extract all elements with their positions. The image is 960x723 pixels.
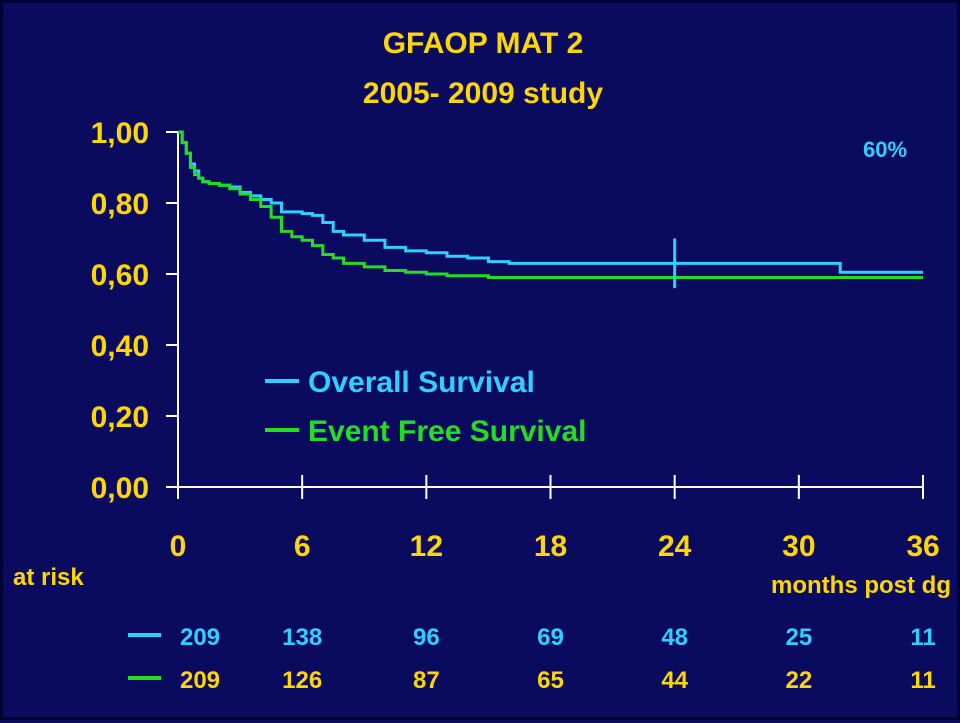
slide-title: GFAOP MAT 2 [382, 27, 584, 60]
x-tick-label: 36 [906, 530, 939, 563]
survival-chart: 0,00 0,20 0,40 0,60 0,80 1,00 0 6 12 18 24 30 36 60… [13, 117, 951, 694]
at-risk-value: 48 [661, 624, 688, 651]
x-tick-label: 30 [782, 530, 815, 563]
x-tick-label: 0 [170, 530, 187, 563]
at-risk-label: at risk [13, 564, 84, 591]
series-line-overall-survival [178, 130, 923, 274]
x-tick-label: 24 [658, 530, 692, 563]
at-risk-value: 138 [282, 624, 322, 651]
at-risk-value: 44 [661, 667, 688, 694]
x-tick-labels: 0 6 12 18 24 30 36 [170, 530, 940, 563]
legend-label-efs: Event Free Survival [308, 415, 586, 448]
at-risk-value: 96 [413, 624, 440, 651]
x-tick-label: 6 [294, 530, 311, 563]
at-risk-value: 65 [537, 667, 564, 694]
at-risk-value: 11 [910, 667, 935, 694]
survival-lines [178, 130, 923, 280]
y-tick-label: 0,00 [91, 472, 149, 505]
y-tick-label: 0,20 [91, 401, 149, 434]
legend: Overall Survival Event Free Survival [265, 366, 586, 448]
y-tick-labels: 0,00 0,20 0,40 0,60 0,80 1,00 [91, 117, 149, 505]
x-tick-label: 12 [410, 530, 443, 563]
at-risk-value: 209 [180, 624, 220, 651]
at-risk-table: 209 138 96 69 48 25 11 209 126 87 65 44 22 11 [128, 624, 936, 694]
at-risk-value: 126 [282, 667, 322, 694]
legend-label-os: Overall Survival [308, 366, 535, 399]
slide-subtitle: 2005- 2009 study [362, 77, 604, 110]
at-risk-value: 11 [910, 624, 935, 651]
y-tick-label: 0,40 [91, 330, 149, 363]
series-line-event-free-survival [178, 130, 923, 280]
y-tick-label: 0,60 [91, 259, 149, 292]
chart-axes [166, 131, 924, 499]
x-axis-label: months post dg [771, 572, 951, 599]
at-risk-value: 69 [537, 624, 564, 651]
at-risk-value: 22 [785, 667, 812, 694]
annotation-60-percent: 60% [863, 137, 907, 162]
at-risk-value: 87 [413, 667, 440, 694]
at-risk-value: 209 [180, 667, 220, 694]
at-risk-value: 25 [785, 624, 812, 651]
y-tick-label: 1,00 [91, 117, 149, 150]
y-tick-label: 0,80 [91, 188, 149, 221]
x-tick-label: 18 [534, 530, 567, 563]
